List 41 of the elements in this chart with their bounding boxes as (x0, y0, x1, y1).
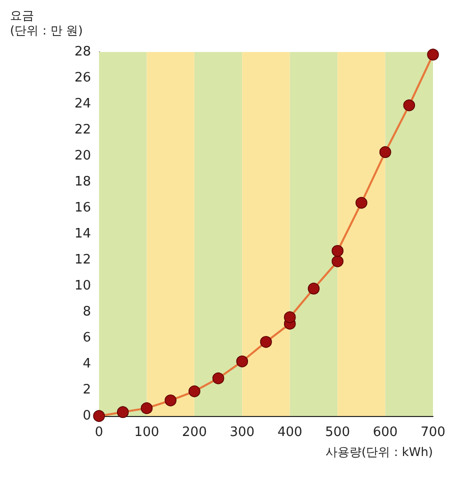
point (116, 406, 129, 418)
x-tick-label: 100 (134, 425, 160, 440)
x-axis-title: 사용량(단위 : kWh) (326, 445, 433, 459)
point (332, 245, 344, 257)
x-tick-label: 500 (325, 425, 350, 440)
point (308, 282, 320, 294)
point (403, 99, 416, 112)
point (93, 410, 105, 422)
y-tick-label: 26 (74, 70, 91, 86)
point (188, 385, 200, 398)
point (164, 394, 176, 406)
point (427, 48, 439, 60)
y-tick-label: 10 (74, 278, 91, 294)
point (379, 146, 392, 158)
x-tick-label: 600 (372, 425, 398, 440)
y-tick-label: 6 (82, 330, 91, 346)
x-tick-label: 400 (277, 425, 302, 440)
y-tick-label: 28 (74, 44, 91, 60)
y-axis-title: 요금 (단위 : 만 원) (10, 8, 83, 38)
x-tick-label: 0 (94, 425, 104, 440)
x-tick-label: 700 (420, 425, 446, 440)
x-tick-label: 200 (182, 425, 207, 440)
point (332, 255, 344, 268)
y-tick-label: 20 (74, 148, 91, 164)
point (260, 336, 272, 348)
y-tick-label: 12 (74, 252, 91, 268)
y-tick-label: 18 (74, 174, 91, 190)
y-tick-label: 22 (74, 122, 91, 138)
y-tick-label: 4 (82, 356, 91, 372)
point (212, 372, 224, 384)
y-tick-label: 24 (74, 96, 91, 112)
y-tick-label: 0 (82, 408, 91, 424)
y-tick-label: 8 (82, 304, 91, 320)
point (284, 311, 296, 324)
y-tick-label: 16 (74, 200, 91, 216)
y-tick-label: 14 (74, 226, 91, 242)
y-tick-label: 2 (82, 382, 91, 398)
x-tick-label: 300 (230, 425, 255, 440)
point (140, 402, 153, 414)
point (356, 196, 368, 209)
point (236, 356, 248, 368)
